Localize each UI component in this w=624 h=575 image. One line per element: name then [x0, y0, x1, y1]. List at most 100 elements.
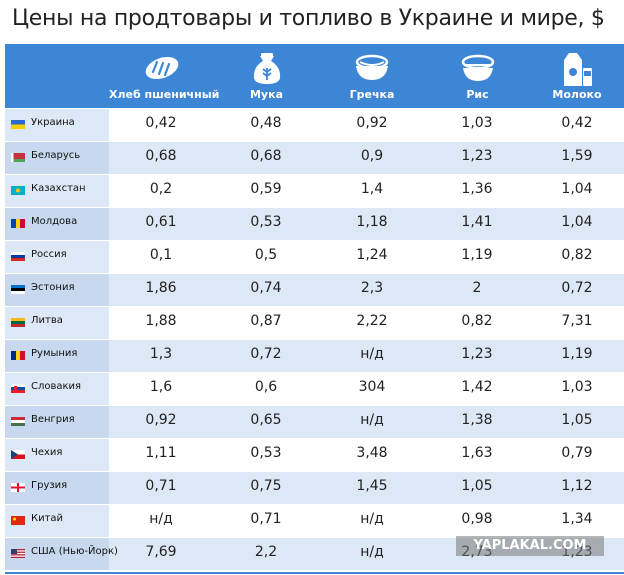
price-value: 0,82 [461, 313, 493, 329]
country-cell: США (Нью-Йорк) [5, 538, 118, 570]
price-value: 2,22 [356, 313, 388, 329]
price-value: 1,45 [356, 478, 388, 494]
price-value: н/д [360, 511, 384, 527]
price-value: 0,42 [561, 115, 593, 131]
usa-flag-icon [11, 549, 25, 558]
column-label: Рис [466, 88, 489, 101]
price-value: 0,2 [149, 181, 173, 197]
price-value: 2 [472, 280, 482, 296]
price-value: 0,68 [250, 148, 282, 164]
belarus-flag-icon [11, 153, 25, 162]
price-value: 0,42 [145, 115, 177, 131]
price-value: 1,19 [461, 247, 493, 263]
russia-flag-icon [11, 252, 25, 261]
table-row: Молдова 0,61 0,53 1,18 1,41 1,04 [5, 208, 624, 240]
price-value: 1,63 [461, 445, 493, 461]
rice-bowl-icon [461, 54, 494, 81]
price-value: 2,2 [254, 544, 278, 560]
price-value: 0,68 [145, 148, 177, 164]
price-value: 1,34 [561, 511, 593, 527]
price-value: 1,42 [461, 379, 493, 395]
price-value: н/д [360, 346, 384, 362]
price-value: 2,3 [360, 280, 384, 296]
price-value: н/д [360, 412, 384, 428]
price-value: 1,36 [461, 181, 493, 197]
country-name: Молдова [31, 216, 78, 227]
country-name: Беларусь [31, 150, 81, 161]
table-row: Беларусь 0,68 0,68 0,9 1,23 1,59 [5, 142, 624, 174]
price-value: 0,6 [254, 379, 278, 395]
hungary-flag-icon [11, 417, 25, 426]
table-row: США (Нью-Йорк)7,692,2н/д2,731,23 [5, 538, 624, 570]
country-cell: Словакия [5, 373, 109, 405]
price-value: 1,88 [145, 313, 177, 329]
table-row: Казахстан 0,2 0,59 1,4 1,36 1,04 [5, 175, 624, 207]
price-value: 1,19 [561, 346, 593, 362]
column-label: Хлеб пшеничный [109, 88, 220, 101]
price-value: 0,87 [250, 313, 282, 329]
table-row: Чехия 1,11 0,53 3,48 1,63 0,79 [5, 439, 624, 471]
country-name: Украина [31, 117, 75, 128]
table-body: Украина 0,42 0,48 0,92 1,03 0,42 Беларусь 0,68 0… [5, 109, 624, 570]
price-value: 7,69 [145, 544, 177, 560]
table-row: Украина 0,42 0,48 0,92 1,03 0,42 [5, 109, 624, 141]
country-name: Литва [31, 315, 63, 326]
price-value: 1,03 [461, 115, 493, 131]
price-value: 0,74 [250, 280, 282, 296]
price-value: 1,12 [561, 478, 593, 494]
country-cell: Литва [5, 307, 109, 339]
flour-sack-icon [253, 53, 280, 84]
china-flag-icon [11, 516, 25, 525]
page-title: Цены на продтовары и топливо в Украине и… [12, 6, 605, 31]
price-value: 1,11 [145, 445, 177, 461]
country-name: Грузия [31, 480, 68, 491]
price-value: 0,59 [250, 181, 282, 197]
table-row: Литва 1,88 0,87 2,22 0,82 7,31 [5, 307, 624, 339]
estonia-flag-icon [11, 285, 25, 294]
price-value: 3,48 [356, 445, 388, 461]
country-cell: Казахстан [5, 175, 109, 207]
price-value: 0,79 [561, 445, 593, 461]
table-row: Словакия 1,6 0,6 304 1,42 1,03 [5, 373, 624, 405]
price-value: 0,98 [461, 511, 493, 527]
table-row: Россия 0,1 0,5 1,24 1,19 0,82 [5, 241, 624, 273]
ukraine-flag-icon [11, 120, 25, 129]
price-value: 0,92 [145, 412, 177, 428]
price-value: 0,71 [250, 511, 282, 527]
price-value: 0,75 [250, 478, 282, 494]
country-name: Чехия [31, 447, 63, 458]
slovakia-flag-icon [11, 384, 25, 393]
column-header-rice: Рис [425, 44, 530, 108]
price-value: 0,53 [250, 214, 282, 230]
price-value: 1,05 [561, 412, 593, 428]
price-value: н/д [360, 544, 384, 560]
milk-icon [564, 53, 592, 86]
column-header-buckwheat: Гречка [319, 44, 425, 108]
price-value: 0,65 [250, 412, 282, 428]
country-cell: Украина [5, 109, 109, 141]
buckwheat-bowl-icon [355, 54, 389, 80]
price-value: 1,05 [461, 478, 493, 494]
price-value: 1,04 [561, 214, 593, 230]
price-value: 1,41 [461, 214, 493, 230]
country-name: Румыния [31, 348, 78, 359]
price-value: 0,48 [250, 115, 282, 131]
kazakhstan-flag-icon [11, 186, 25, 195]
price-value: 1,6 [149, 379, 173, 395]
watermark: YAPLAKAL.COM [456, 536, 604, 556]
price-value: 0,61 [145, 214, 177, 230]
price-value: 0,9 [360, 148, 384, 164]
country-cell: Венгрия [5, 406, 109, 438]
price-value: 0,72 [561, 280, 593, 296]
country-cell: Эстония [5, 274, 109, 306]
table-bottom-border [5, 572, 624, 574]
country-name: Китай [31, 513, 64, 524]
country-cell: Россия [5, 241, 109, 273]
table-row: Венгрия 0,92 0,65 н/д 1,38 1,05 [5, 406, 624, 438]
price-value: 0,53 [250, 445, 282, 461]
price-value: 1,86 [145, 280, 177, 296]
price-value: 1,59 [561, 148, 593, 164]
price-value: 0,72 [250, 346, 282, 362]
country-name: Эстония [31, 282, 75, 293]
table-row: Китай н/д 0,71 н/д 0,98 1,34 [5, 505, 624, 537]
